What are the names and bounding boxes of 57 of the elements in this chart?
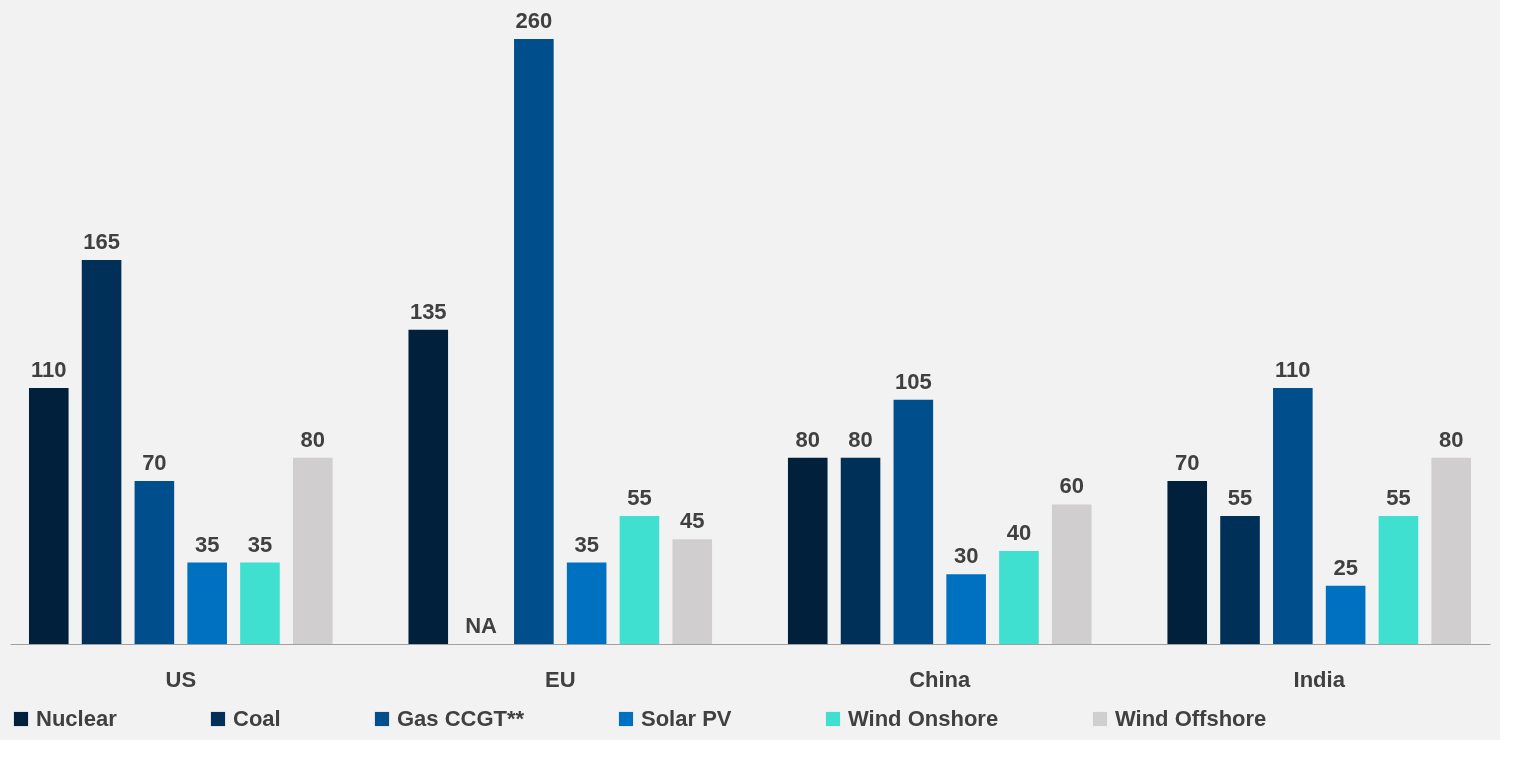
data-label: 55 — [627, 485, 652, 511]
data-label: 105 — [894, 368, 932, 394]
data-label: 80 — [1438, 426, 1464, 452]
legend-label: Gas CCGT** — [397, 706, 525, 731]
data-label: 70 — [1174, 450, 1200, 476]
text: NA — [465, 613, 497, 638]
data-label: 135 — [409, 298, 447, 324]
x-tick-label: US — [165, 666, 197, 692]
legend-label: Wind Onshore — [848, 706, 999, 731]
x-tick-label: India — [1293, 666, 1346, 692]
bar — [1273, 388, 1313, 644]
bar — [28, 388, 69, 644]
data-label: 25 — [1333, 554, 1358, 580]
bar — [840, 457, 881, 644]
bar — [893, 399, 934, 644]
bar — [1051, 504, 1092, 644]
bar — [566, 562, 607, 644]
data-label: 35 — [247, 531, 273, 557]
data-label: 40 — [1006, 519, 1032, 545]
bar — [240, 562, 280, 644]
data-label: 35 — [194, 531, 220, 557]
data-label: 55 — [1386, 485, 1411, 511]
bar — [999, 550, 1039, 644]
bar — [1325, 585, 1366, 644]
data-label: 80 — [300, 426, 326, 452]
data-label: 80 — [795, 426, 820, 452]
bar — [292, 457, 333, 644]
x-tick-label: China — [909, 666, 972, 692]
data-label: 70 — [142, 450, 167, 476]
bar — [408, 329, 449, 644]
bar — [134, 481, 175, 644]
data-label: 45 — [680, 508, 705, 534]
legend-label: Coal — [233, 706, 281, 731]
data-label: 80 — [848, 426, 873, 452]
bar — [946, 574, 986, 644]
bar — [1220, 516, 1260, 644]
data-label: 260 — [515, 8, 553, 33]
legend-label: Solar PV — [641, 706, 732, 731]
bar — [1378, 516, 1419, 644]
bar — [81, 260, 122, 644]
data-label: 110 — [1275, 357, 1311, 383]
data-label: 110 — [31, 357, 67, 383]
data-label: 165 — [83, 229, 120, 255]
legend-label: Wind Offshore — [1115, 706, 1267, 731]
data-label: 60 — [1059, 473, 1084, 499]
bar — [1431, 457, 1472, 644]
bar — [619, 516, 660, 644]
bar — [672, 539, 713, 644]
bar — [1167, 481, 1208, 644]
x-tick-label: EU — [544, 666, 576, 692]
data-label: 55 — [1227, 485, 1253, 511]
bar — [787, 457, 828, 644]
data-label: 30 — [953, 543, 979, 569]
bar — [187, 562, 227, 644]
bar — [514, 39, 554, 644]
data-label: 35 — [574, 531, 599, 557]
legend-label: Nuclear — [36, 706, 118, 731]
